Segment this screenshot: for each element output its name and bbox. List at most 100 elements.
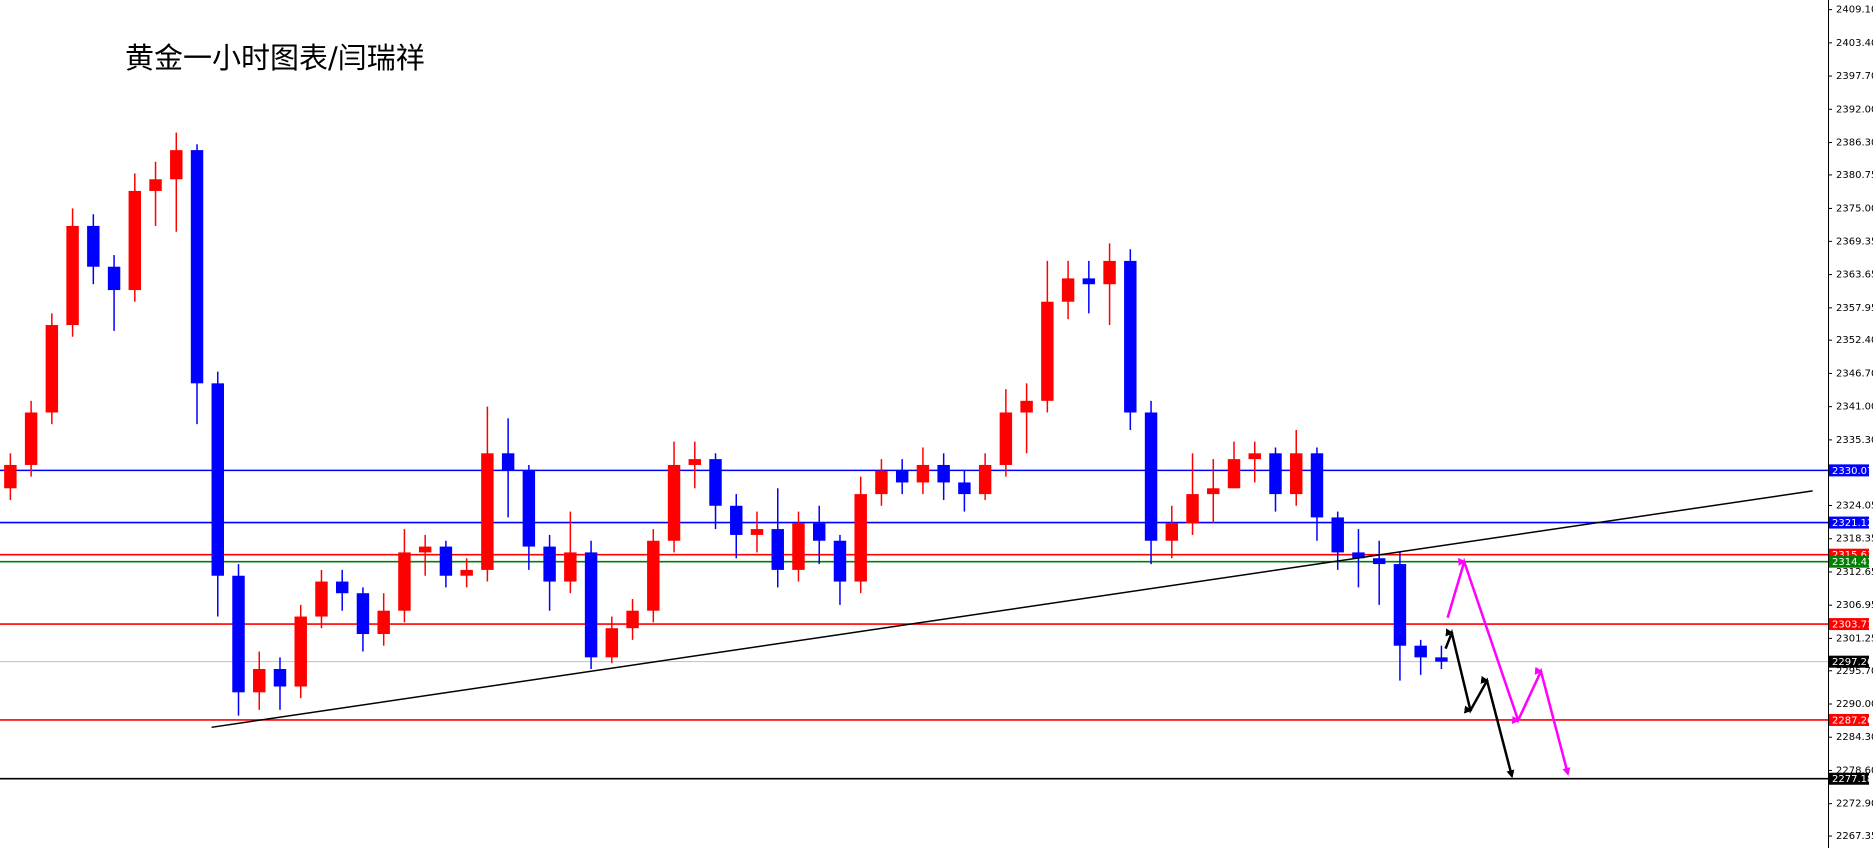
- candle-body: [501, 453, 515, 471]
- candle-body: [1227, 459, 1241, 489]
- candle-body: [1041, 301, 1054, 401]
- candle-body: [4, 464, 17, 489]
- candle-body: [875, 470, 888, 495]
- candle-body: [273, 669, 287, 687]
- candle-body: [1269, 453, 1282, 495]
- y-tick-label: 2409.10: [1836, 5, 1873, 16]
- candle-body: [128, 190, 142, 291]
- y-tick-label: 2324.05: [1836, 500, 1873, 511]
- candle-body: [833, 540, 847, 582]
- y-tick-label: 2392.00: [1836, 104, 1873, 115]
- candle-body: [1248, 453, 1261, 460]
- candle-body: [398, 552, 411, 611]
- candle-body: [232, 575, 245, 693]
- candle-body: [1331, 517, 1344, 553]
- candle-body: [460, 569, 473, 576]
- candle-body: [253, 669, 266, 693]
- y-tick-label: 2346.70: [1836, 368, 1873, 379]
- candle-body: [1144, 412, 1158, 541]
- y-tick-label: 2375.00: [1836, 203, 1873, 214]
- y-tick-label: 2318.35: [1836, 534, 1873, 545]
- price-level-tag: [1829, 655, 1869, 668]
- trendline: [211, 490, 1813, 729]
- candle-body: [1352, 552, 1365, 559]
- candle-body: [750, 529, 764, 535]
- y-tick-label: 2284.30: [1836, 732, 1873, 743]
- candle-body: [605, 628, 619, 658]
- y-tick-label: 2290.00: [1836, 699, 1873, 710]
- y-tick-label: 2380.75: [1836, 170, 1873, 181]
- candle-body: [1082, 278, 1096, 285]
- candle-body: [1414, 645, 1427, 658]
- candle-body: [190, 150, 204, 384]
- candle-body: [170, 150, 183, 180]
- candle-body: [1290, 453, 1303, 495]
- candle-body: [688, 459, 702, 465]
- y-tick-label: 2369.35: [1836, 236, 1873, 247]
- candle-body: [1435, 657, 1448, 662]
- y-tick-label: 2352.40: [1836, 335, 1873, 346]
- y-tick-label: 2301.25: [1836, 633, 1873, 644]
- candle-body: [1061, 278, 1075, 302]
- candle-body: [418, 546, 432, 553]
- price-level-label: 2287.26: [1832, 715, 1873, 726]
- chart-title: 黄金一小时图表/闫瑞祥: [125, 41, 425, 75]
- y-tick-label: 2341.00: [1836, 402, 1873, 413]
- candle-body: [812, 523, 826, 541]
- candle-body: [978, 464, 992, 495]
- y-tick-label: 2397.70: [1836, 71, 1873, 82]
- candle-body: [315, 581, 328, 617]
- y-tick-label: 2386.30: [1836, 138, 1873, 149]
- candle-body: [937, 464, 950, 483]
- candle-body: [149, 179, 162, 191]
- candle-body: [377, 610, 390, 635]
- candle-body: [1103, 260, 1116, 285]
- price-level-label: 2303.71: [1832, 620, 1873, 631]
- candle-body: [439, 546, 453, 576]
- candle-body: [335, 581, 349, 594]
- candle-body: [1207, 488, 1220, 495]
- candle-body: [584, 552, 598, 658]
- price-level-label: 2321.12: [1832, 518, 1873, 529]
- candle-body: [1393, 564, 1407, 646]
- candle-body: [709, 459, 722, 506]
- price-level-tag: [1829, 464, 1869, 477]
- candle-body: [916, 464, 930, 483]
- candle-body: [667, 464, 681, 541]
- candle-body: [66, 225, 79, 326]
- candle-body: [294, 616, 307, 687]
- price-level-tag: [1829, 516, 1869, 529]
- candle-body: [1124, 260, 1137, 413]
- candle-body: [730, 505, 743, 535]
- candle-body: [854, 494, 867, 582]
- y-tick-label: 2306.95: [1836, 600, 1873, 611]
- candle-body: [522, 470, 536, 547]
- price-level-label: 2277.18: [1832, 774, 1873, 785]
- price-level-label: 2314.41: [1832, 557, 1873, 568]
- y-tick-label: 2363.65: [1836, 270, 1873, 281]
- y-tick-label: 2272.90: [1836, 799, 1873, 810]
- candle-body: [1310, 453, 1324, 518]
- y-tick-label: 2312.65: [1836, 567, 1873, 578]
- y-tick-label: 2335.30: [1836, 435, 1873, 446]
- candle-body: [564, 552, 577, 582]
- y-tick-label: 2403.40: [1836, 38, 1873, 49]
- candle-body: [1020, 400, 1033, 413]
- candle-body: [24, 412, 38, 465]
- candle-body: [626, 610, 639, 629]
- candle-body: [999, 412, 1013, 465]
- candle-body: [895, 470, 909, 483]
- price-level-label: 2330.07: [1832, 466, 1873, 477]
- candle-body: [543, 546, 556, 582]
- candle-body: [1372, 558, 1386, 565]
- candle-body: [1165, 523, 1179, 541]
- candle-body: [87, 225, 100, 267]
- price-level-label: 2297.26: [1832, 657, 1873, 668]
- candle-body: [356, 593, 370, 635]
- candle-body: [211, 383, 224, 576]
- price-level-tag: [1829, 713, 1869, 726]
- candle-body: [958, 482, 971, 495]
- candle-body: [647, 540, 660, 611]
